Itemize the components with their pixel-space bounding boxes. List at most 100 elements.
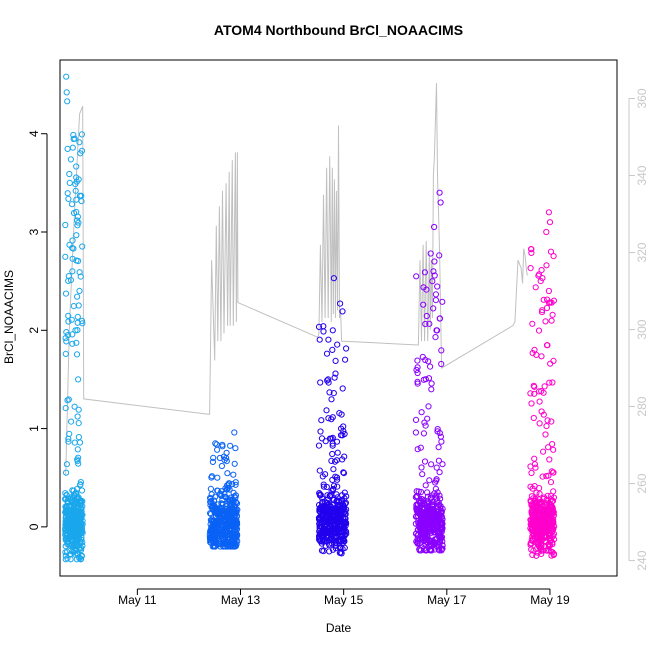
data-point (414, 532, 421, 539)
data-point (343, 345, 350, 352)
data-point (549, 539, 556, 546)
data-point (226, 507, 233, 514)
data-point (75, 460, 82, 467)
data-point (70, 209, 78, 217)
data-point (439, 461, 446, 468)
data-point (331, 535, 338, 542)
data-point (74, 313, 81, 320)
data-point (438, 438, 445, 445)
data-point (549, 311, 556, 318)
data-point (62, 509, 69, 516)
data-point (219, 441, 226, 448)
data-point (227, 500, 234, 507)
data-point (429, 278, 436, 285)
data-point (343, 493, 350, 500)
data-point (531, 483, 538, 490)
data-point (65, 515, 72, 522)
data-point (433, 541, 440, 548)
data-point (70, 502, 77, 509)
data-point (531, 455, 538, 462)
chart-title: ATOM4 Northbound BrCl_NOAACIMS (214, 22, 463, 38)
data-point (546, 504, 553, 511)
data-point (549, 441, 556, 448)
data-point (331, 374, 338, 381)
data-point (432, 291, 439, 298)
data-point (223, 522, 230, 529)
x-tick-label-3: May 17 (427, 593, 467, 607)
data-point (545, 472, 552, 479)
data-point (550, 488, 557, 495)
data-point (65, 273, 72, 280)
data-point (542, 318, 549, 325)
data-point (340, 470, 347, 477)
data-point (214, 446, 221, 453)
data-point (550, 509, 557, 516)
data-point (325, 415, 332, 422)
data-point (330, 275, 337, 282)
data-point (73, 494, 81, 501)
data-point (438, 534, 446, 541)
data-point (417, 497, 424, 504)
data-point (214, 539, 222, 547)
data-point (420, 301, 427, 308)
data-point (224, 543, 231, 550)
data-point (62, 350, 69, 357)
data-point (215, 511, 222, 519)
data-point (426, 477, 433, 484)
data-point (67, 503, 74, 510)
data-point (342, 510, 349, 517)
data-point (426, 320, 433, 327)
data-point (65, 318, 72, 325)
data-point (428, 547, 435, 554)
data-point (65, 438, 72, 445)
data-point (317, 530, 324, 537)
secondary-series-line (65, 83, 528, 476)
series-2 (206, 429, 241, 550)
data-point (78, 317, 86, 324)
data-point (545, 540, 552, 548)
data-point (428, 461, 435, 468)
data-point (323, 407, 330, 414)
y-tick-label-2: 2 (27, 327, 41, 334)
data-point (342, 356, 349, 363)
x-tick-label-1: May 13 (221, 593, 261, 607)
data-point (417, 488, 425, 496)
data-point (76, 287, 83, 294)
data-point (73, 547, 80, 554)
data-point (319, 473, 326, 480)
data-point (72, 327, 79, 334)
data-point (221, 543, 229, 550)
series-1 (62, 73, 86, 563)
data-point (324, 525, 332, 532)
data-point (531, 535, 539, 542)
data-point (328, 491, 335, 499)
data-point (218, 488, 225, 495)
data-point (539, 473, 546, 480)
data-point (73, 513, 80, 521)
data-point (230, 518, 237, 526)
data-point (319, 505, 326, 512)
data-point (75, 406, 82, 413)
data-point (329, 327, 336, 334)
data-point (232, 492, 239, 499)
data-point (437, 503, 444, 510)
data-point (316, 520, 323, 527)
data-point (62, 549, 69, 556)
data-point (69, 268, 76, 275)
data-point (330, 482, 338, 489)
data-point (425, 523, 432, 531)
data-point (422, 320, 429, 328)
data-point (412, 429, 419, 436)
data-point (328, 457, 335, 464)
data-point (75, 376, 82, 383)
y-tick-label-3: 3 (27, 228, 41, 235)
data-point (548, 317, 555, 324)
data-point (536, 490, 543, 497)
data-point (527, 540, 534, 547)
data-point (430, 305, 437, 312)
data-point (414, 501, 422, 508)
data-point (70, 518, 77, 525)
data-point (328, 540, 336, 547)
data-point (71, 439, 78, 446)
data-point (64, 397, 71, 404)
